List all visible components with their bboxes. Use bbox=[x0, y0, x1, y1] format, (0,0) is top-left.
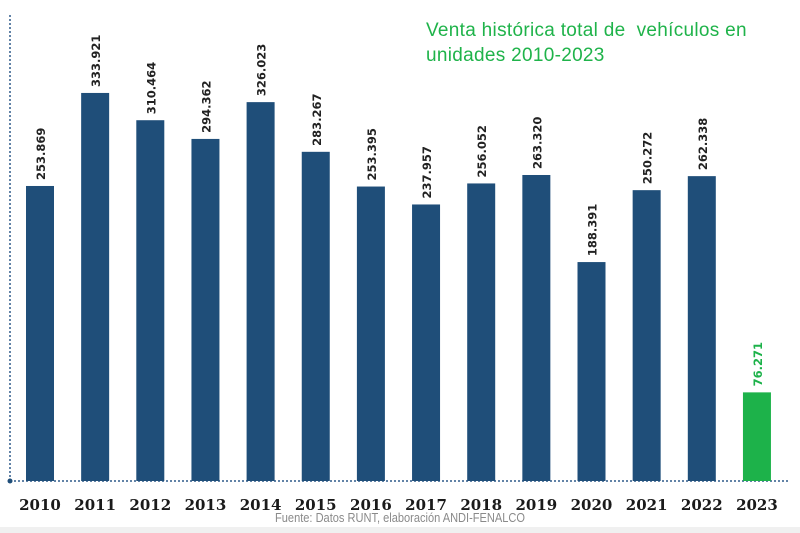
data-label-2022: 262.338 bbox=[696, 118, 710, 170]
x-tick-2017: 2017 bbox=[405, 496, 447, 514]
bar-2013 bbox=[191, 138, 220, 481]
bar-2021 bbox=[632, 190, 661, 481]
data-label-2010: 253.869 bbox=[34, 128, 48, 180]
x-tick-2010: 2010 bbox=[19, 496, 61, 514]
data-label-2011: 333.921 bbox=[89, 35, 103, 87]
data-label-2019: 263.320 bbox=[530, 117, 544, 169]
data-label-2015: 283.267 bbox=[310, 93, 324, 145]
x-tick-2011: 2011 bbox=[74, 496, 116, 514]
bottom-strip bbox=[0, 527, 800, 533]
x-tick-2012: 2012 bbox=[129, 496, 171, 514]
data-label-2012: 310.464 bbox=[144, 62, 158, 114]
x-tick-2019: 2019 bbox=[515, 496, 557, 514]
data-label-2018: 256.052 bbox=[475, 125, 489, 177]
x-tick-2020: 2020 bbox=[571, 496, 613, 514]
data-label-2021: 250.272 bbox=[641, 132, 655, 184]
bar-2010 bbox=[26, 185, 54, 481]
x-tick-2015: 2015 bbox=[295, 496, 337, 514]
x-tick-2013: 2013 bbox=[185, 496, 227, 514]
x-tick-2023: 2023 bbox=[736, 496, 778, 514]
chart-title: Venta histórica total de vehículos en un… bbox=[426, 20, 747, 66]
bar-2020 bbox=[577, 262, 606, 481]
bar-2019 bbox=[522, 174, 551, 482]
x-tick-2021: 2021 bbox=[626, 496, 668, 514]
bar-2011 bbox=[81, 92, 110, 482]
bar-2023 bbox=[742, 392, 771, 481]
x-tick-2018: 2018 bbox=[460, 496, 502, 514]
axis-origin-dot bbox=[7, 478, 13, 484]
bar-2015 bbox=[301, 151, 330, 482]
data-label-2013: 294.362 bbox=[199, 81, 213, 133]
data-label-2016: 253.395 bbox=[365, 128, 379, 180]
bar-2016 bbox=[356, 186, 385, 481]
data-label-2020: 188.391 bbox=[586, 204, 600, 256]
bar-2014 bbox=[246, 102, 275, 482]
bar-2022 bbox=[687, 176, 716, 482]
bar-2017 bbox=[412, 204, 441, 481]
x-tick-2022: 2022 bbox=[681, 496, 723, 514]
data-label-2023: 76.271 bbox=[751, 342, 765, 386]
data-label-2017: 237.957 bbox=[420, 146, 434, 198]
data-label-2014: 326.023 bbox=[255, 44, 269, 96]
x-tick-2016: 2016 bbox=[350, 496, 392, 514]
bar-2018 bbox=[467, 183, 496, 482]
bar-2012 bbox=[136, 120, 165, 481]
x-tick-2014: 2014 bbox=[240, 496, 282, 514]
chart-source: Fuente: Datos RUNT, elaboración ANDI-FEN… bbox=[275, 510, 525, 525]
